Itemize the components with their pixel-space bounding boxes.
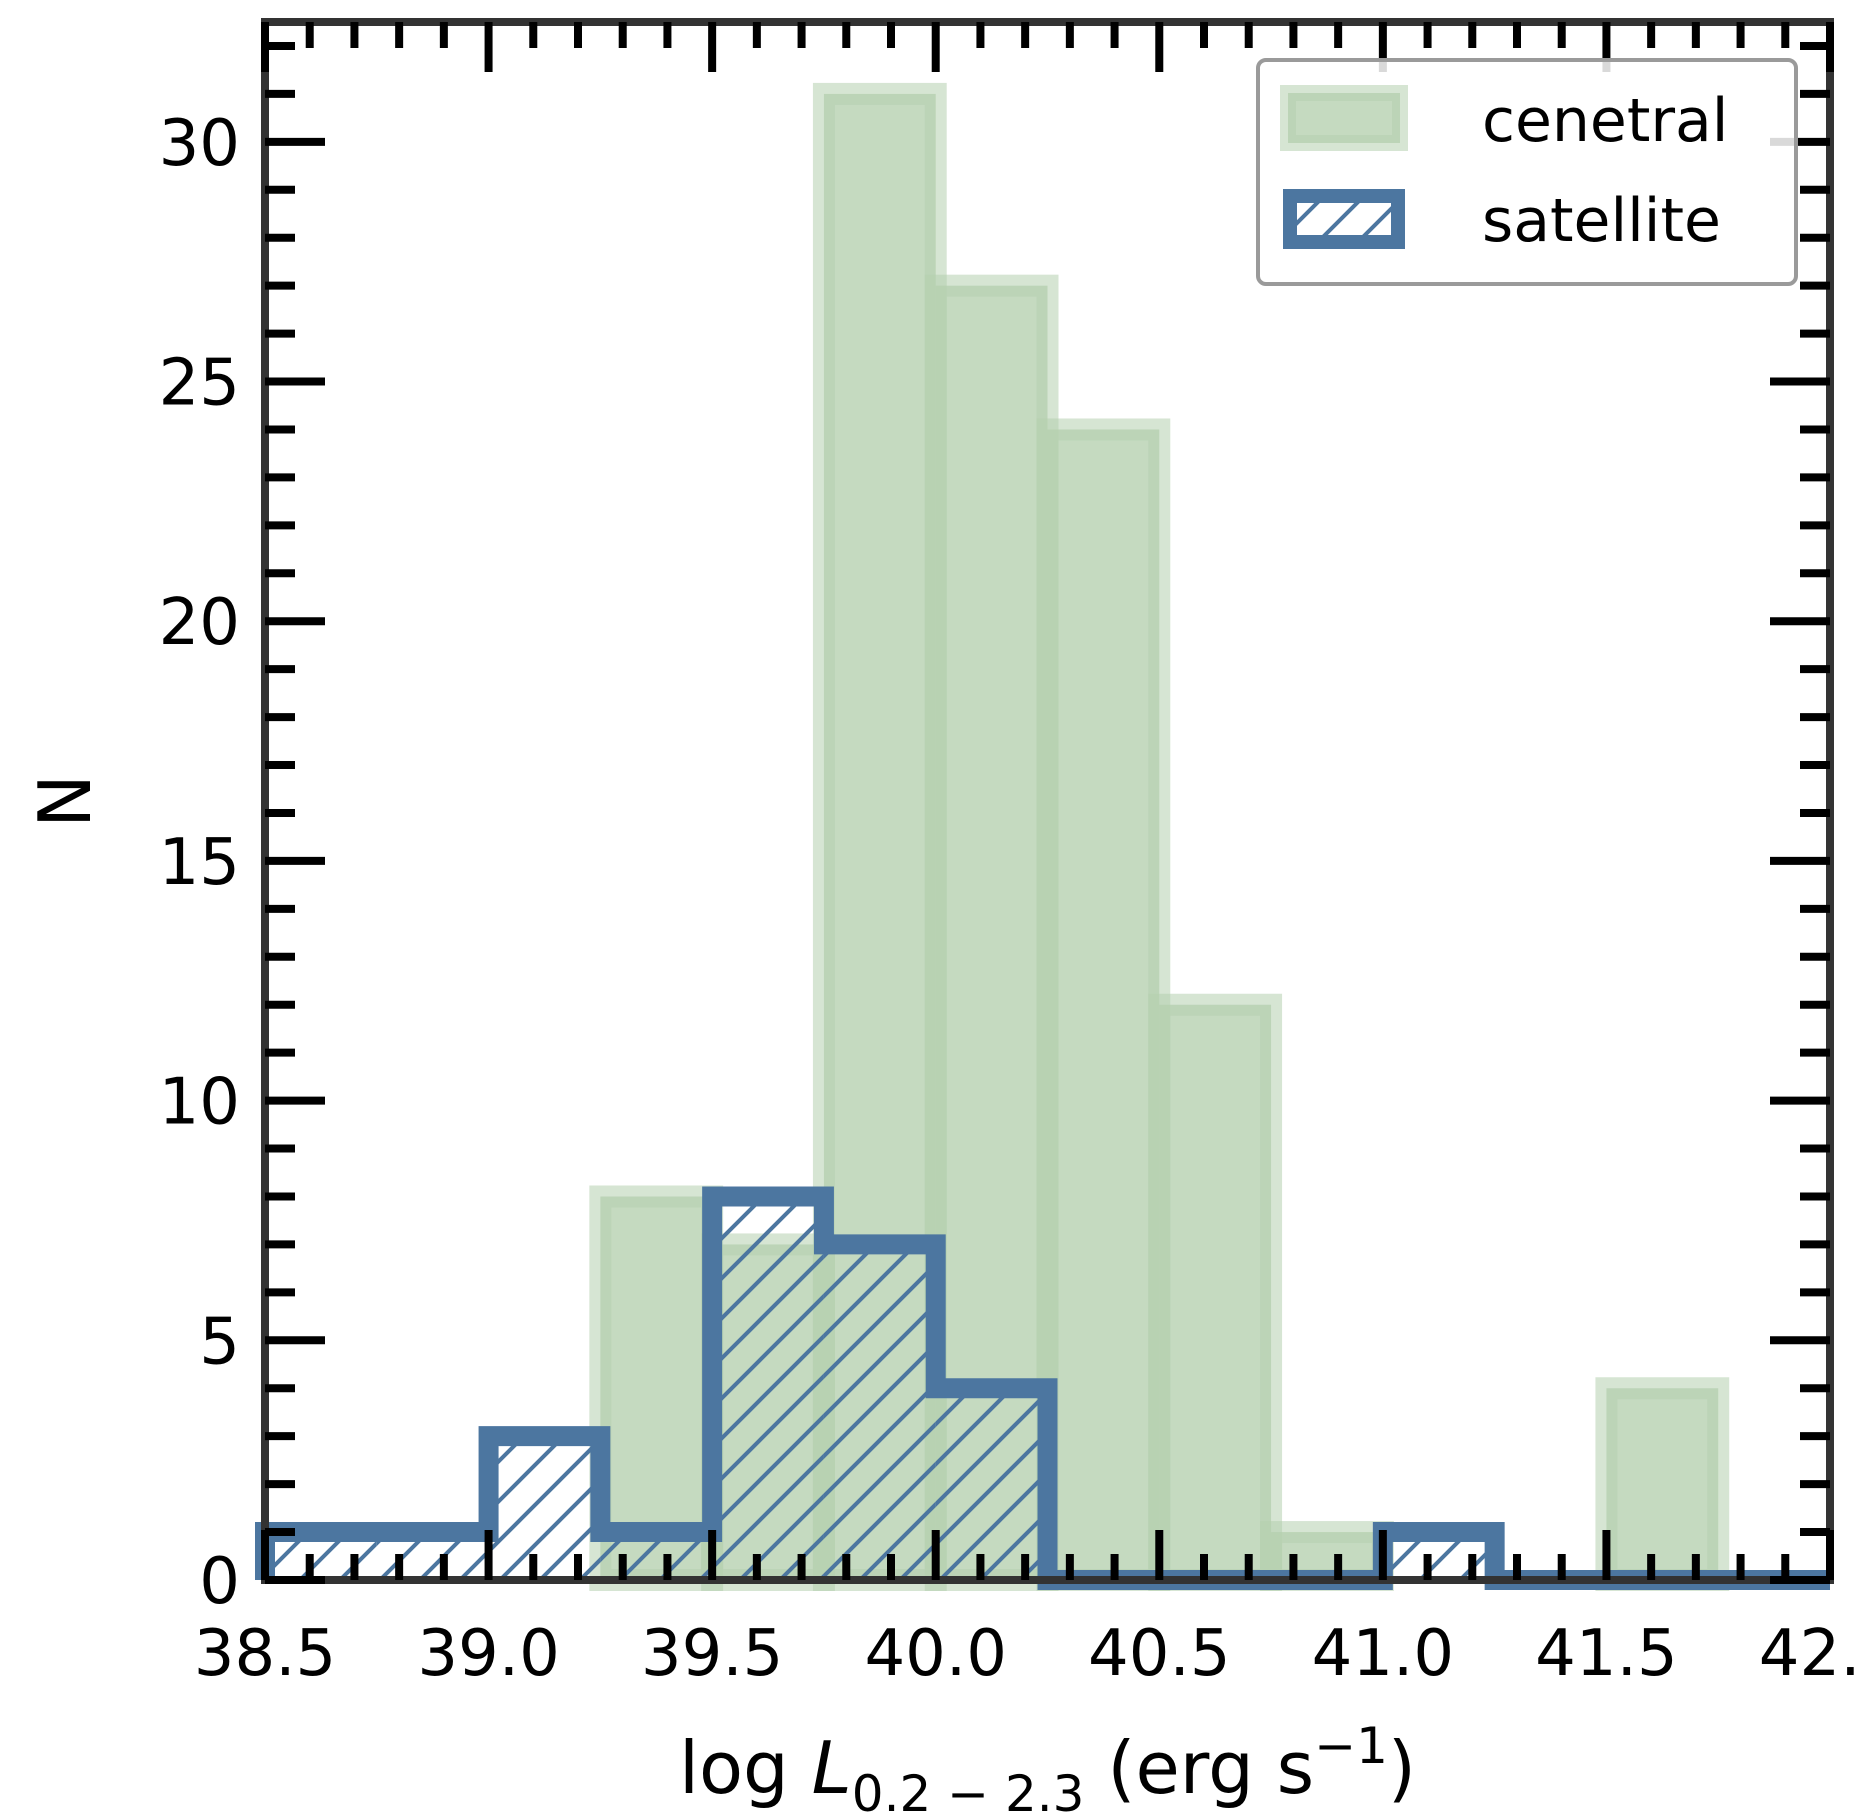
satellite-bar <box>823 1244 936 1580</box>
axes: 38.5 39.0 39.5 40.0 40.5 41.0 41.5 42.0 0 5 10 15 20… <box>23 18 1861 1819</box>
x-axis-label: log L0.2 − 2.3 (erg s−1) <box>679 1717 1416 1819</box>
satellite-bar <box>712 1196 824 1580</box>
legend: cenetral satellite <box>1256 58 1798 286</box>
satellite-step-outline <box>255 1186 1830 1590</box>
satellite-bar <box>488 1436 601 1580</box>
x-tick-label: 41.0 <box>1312 1617 1455 1691</box>
x-tick-label: 40.5 <box>1088 1617 1231 1691</box>
y-axis-label: N <box>23 774 107 828</box>
legend-label-central: cenetral <box>1482 86 1728 156</box>
central-bar <box>1036 418 1171 1591</box>
y-tick-label: 25 <box>159 347 240 421</box>
x-tick-label: 41.5 <box>1535 1617 1678 1691</box>
x-tick-label: 42.0 <box>1759 1617 1861 1691</box>
satellite-series <box>255 1186 1830 1590</box>
legend-swatch-central <box>1280 85 1408 151</box>
y-tick-label: 30 <box>159 107 240 181</box>
plot-frame <box>261 18 1834 1584</box>
x-tick-label: 40.0 <box>864 1617 1007 1691</box>
x-tick-label: 38.5 <box>194 1617 337 1691</box>
y-tick-label: 20 <box>159 586 240 660</box>
y-tick-label: 10 <box>159 1066 240 1140</box>
legend-swatch-satellite <box>1283 189 1405 249</box>
satellite-bar <box>935 1388 1048 1580</box>
x-tick-label: 39.0 <box>417 1617 560 1691</box>
central-bar <box>1595 1377 1730 1591</box>
legend-label-satellite: satellite <box>1482 186 1721 256</box>
y-tick-label: 5 <box>199 1305 240 1379</box>
x-tick-label: 39.5 <box>641 1617 784 1691</box>
central-bar <box>1148 993 1283 1591</box>
y-tick-label: 0 <box>199 1545 240 1619</box>
y-tick-label: 15 <box>159 826 240 900</box>
